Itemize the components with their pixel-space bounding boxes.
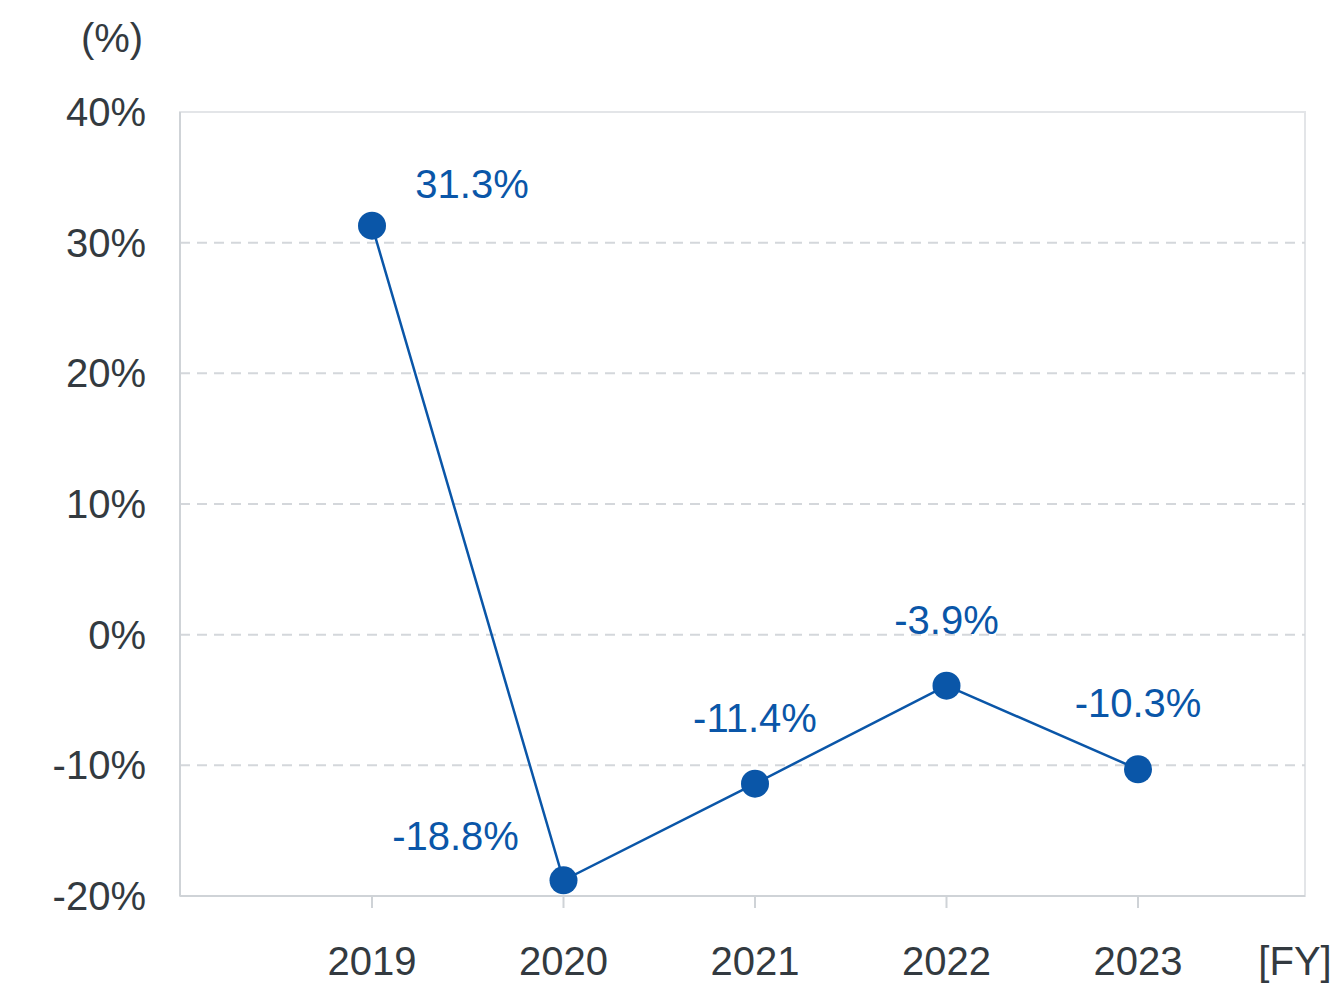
point [358,212,386,240]
x-tick-label: 2020 [519,939,608,983]
x-tick [1137,896,1139,908]
grid-line [180,634,1305,636]
chart: -20% -10% 0% 10% 20% 30% 40% 2019 2020 2021 2022 20… [0,0,1335,989]
y-tick-label: 40% [66,90,146,134]
y-tick-label: 10% [66,482,146,526]
grid-line [180,372,1305,374]
y-tick-label: -20% [53,874,146,918]
y-tick-label: 0% [88,613,146,657]
point [741,770,769,798]
x-tick [563,896,565,908]
point [550,866,578,894]
point [1124,755,1152,783]
plot-frame [180,112,1305,896]
x-axis [180,895,1305,897]
x-tick-label: 2023 [1094,939,1183,983]
y-tick-label: 20% [66,351,146,395]
x-tick-label: 2022 [902,939,991,983]
series-line [372,226,1138,881]
y-tick-label: -10% [53,743,146,787]
x-tick [371,896,373,908]
x-tick-label: 2019 [328,939,417,983]
x-tick [754,896,756,908]
x-tick [946,896,948,908]
y-axis-title: (%) [81,16,143,60]
data-label: -11.4% [693,696,817,740]
x-tick-label: 2021 [711,939,800,983]
grid-line [180,503,1305,505]
data-label: -10.3% [1075,681,1202,725]
y-axis [179,112,181,896]
data-labels: 31.3% -18.8% -11.4% -3.9% -10.3% [392,162,1201,859]
y-tick-label: 30% [66,221,146,265]
data-group [358,212,1152,895]
x-axis-title: [FY] [1258,939,1331,983]
data-label: 31.3% [415,162,528,206]
data-label: -3.9% [894,598,999,642]
grid-line [180,242,1305,244]
data-label: -18.8% [392,814,519,858]
point [933,672,961,700]
